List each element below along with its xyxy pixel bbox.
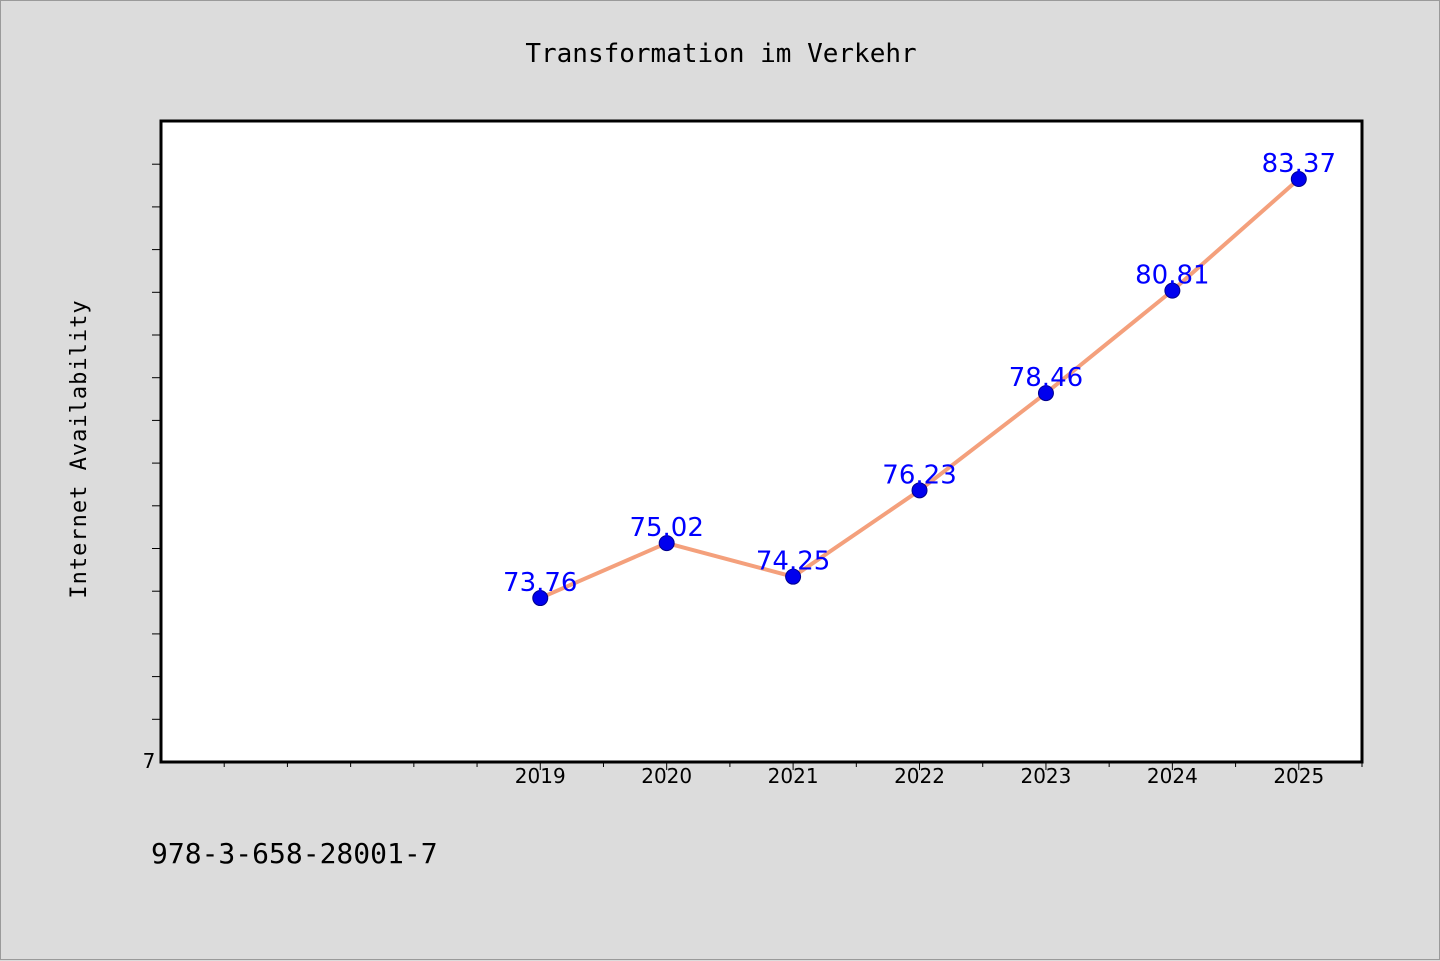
data-label: 74.25 xyxy=(756,547,830,577)
data-label: 73.76 xyxy=(503,568,577,598)
x-tick-labels: 2019 2020 2021 2022 2023 2024 2025 xyxy=(515,764,1324,788)
x-tick-label: 2024 xyxy=(1147,764,1198,788)
y-axis-ticks xyxy=(152,163,161,720)
data-point xyxy=(1037,385,1054,402)
data-point xyxy=(532,590,549,607)
data-point xyxy=(1290,170,1307,187)
data-point xyxy=(785,568,802,585)
series-group: 73.76 75.02 74.25 76.23 78.46 80.81 83.37 xyxy=(503,149,1336,607)
isbn-text: 978-3-658-28001-7 xyxy=(151,837,438,870)
chart-title: Transformation im Verkehr xyxy=(525,39,916,69)
x-tick-label: 2021 xyxy=(768,764,819,788)
data-label: 80.81 xyxy=(1135,261,1209,291)
plot-area xyxy=(159,119,1364,764)
data-label: 75.02 xyxy=(629,513,703,543)
data-point xyxy=(911,482,928,499)
x-axis-ticks xyxy=(223,762,1363,770)
data-point xyxy=(658,535,675,552)
data-label: 83.37 xyxy=(1262,149,1336,179)
data-label: 78.46 xyxy=(1009,363,1083,393)
data-point xyxy=(1164,282,1181,299)
x-tick-label: 2025 xyxy=(1273,764,1324,788)
y-tick-label: 7 xyxy=(143,749,156,773)
data-label: 76.23 xyxy=(882,460,956,490)
x-tick-label: 2023 xyxy=(1020,764,1071,788)
x-tick-label: 2020 xyxy=(641,764,692,788)
x-tick-label: 2019 xyxy=(515,764,566,788)
y-axis-label: Internet Availability xyxy=(67,299,92,598)
x-tick-label: 2022 xyxy=(894,764,945,788)
